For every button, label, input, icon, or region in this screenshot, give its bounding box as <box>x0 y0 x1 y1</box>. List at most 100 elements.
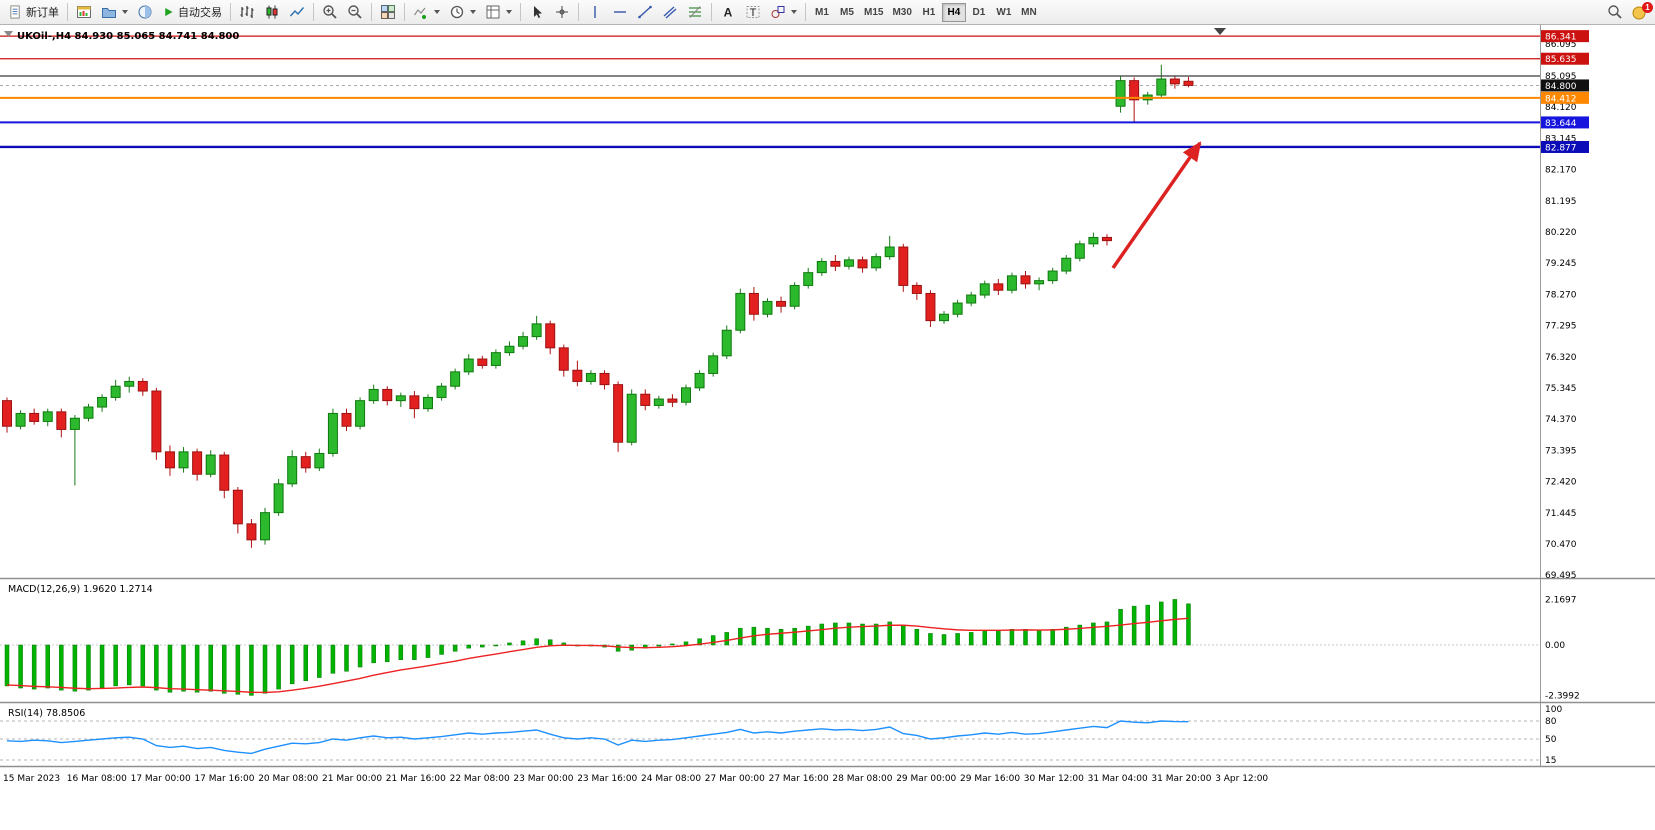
candle-down <box>776 300 787 307</box>
candle-up <box>939 313 950 322</box>
macd-histogram-bar <box>466 644 471 649</box>
candle-down <box>300 456 311 469</box>
macd-histogram-bar <box>317 644 322 678</box>
periods-caret-icon <box>470 10 476 14</box>
macd-histogram-bar <box>1023 629 1028 646</box>
profiles-caret-icon <box>122 10 128 14</box>
vertical-line-icon <box>587 4 603 20</box>
macd-histogram-bar <box>683 641 689 646</box>
timeframe-m1-button[interactable]: M1 <box>810 3 834 22</box>
candle-up <box>327 412 338 454</box>
candle-down <box>545 323 556 349</box>
timeframe-m15-button[interactable]: M15 <box>860 3 887 22</box>
macd-histogram-bar <box>1050 629 1055 646</box>
bar-chart-icon <box>239 4 255 20</box>
channel-tool-button[interactable] <box>658 2 682 23</box>
rsi-line <box>6 720 1189 755</box>
chart-shift-marker[interactable] <box>1214 28 1226 35</box>
candle-up <box>450 371 461 387</box>
price-line-badge-bg <box>1541 30 1589 43</box>
candle-down <box>477 358 488 366</box>
text-label-tool-button[interactable]: T <box>741 2 765 23</box>
templates-button[interactable] <box>481 2 516 23</box>
macd-histogram-bar <box>18 644 23 689</box>
candle-down <box>599 372 610 386</box>
zoom-in-button[interactable] <box>318 2 342 23</box>
new-order-button[interactable]: 新订单 <box>4 2 63 23</box>
fibonacci-tool-button[interactable] <box>683 2 707 23</box>
candle-up <box>653 398 664 406</box>
bar-chart-mode-button[interactable] <box>235 2 259 23</box>
zoom-in-icon <box>322 4 338 20</box>
candle-up <box>422 396 433 410</box>
shapes-tool-button[interactable] <box>766 2 801 23</box>
data-window-button[interactable] <box>133 2 157 23</box>
price-line-badge: 84.412 <box>1545 94 1577 104</box>
candle-up <box>178 451 189 469</box>
crosshair-tool-button[interactable] <box>550 2 574 23</box>
macd-histogram-bar <box>452 644 458 652</box>
zoom-out-button[interactable] <box>343 2 367 23</box>
trend-arrow-annotation[interactable] <box>1111 141 1202 269</box>
trendline-tool-button[interactable] <box>633 2 657 23</box>
candle-up <box>1088 236 1099 245</box>
macd-histogram-bar <box>330 644 336 674</box>
timeframe-m30-button[interactable]: M30 <box>888 3 915 22</box>
macd-histogram-bar <box>778 629 784 646</box>
macd-histogram-bar <box>914 629 920 646</box>
price-axis-label: 78.270 <box>1545 290 1577 300</box>
timeframe-m5-button[interactable]: M5 <box>835 3 859 22</box>
macd-signal-line <box>6 617 1189 694</box>
periods-button[interactable] <box>445 2 480 23</box>
macd-histogram-bar <box>154 644 159 691</box>
one-click-trading-toggle-icon[interactable] <box>4 31 13 37</box>
macd-histogram-bar <box>371 644 376 664</box>
vertical-line-tool-button[interactable] <box>583 2 607 23</box>
price-axis-label: 72.420 <box>1545 478 1577 488</box>
price-axis-label: 84.120 <box>1545 103 1577 113</box>
macd-histogram-bar <box>670 643 675 646</box>
candle-up <box>463 358 474 373</box>
chart-title: UKOil-,H4 84.930 85.065 84.741 84.800 <box>17 31 239 42</box>
notifications-button[interactable]: 1 <box>1627 1 1653 23</box>
search-button[interactable] <box>1603 2 1627 23</box>
trendline-icon <box>637 4 653 20</box>
candle-down <box>341 412 352 427</box>
candlestick-mode-button[interactable] <box>260 2 284 23</box>
macd-histogram-bar <box>846 622 852 646</box>
profiles-button[interactable] <box>97 2 132 23</box>
timeframe-h4-button[interactable]: H4 <box>941 2 966 22</box>
time-axis-label: 20 Mar 08:00 <box>258 774 318 784</box>
macd-histogram-bar <box>4 644 10 687</box>
price-axis-label: 77.295 <box>1545 322 1577 332</box>
macd-histogram-bar <box>697 638 702 646</box>
macd-histogram-bar <box>167 644 173 693</box>
shapes-icon <box>770 4 786 20</box>
candle-down <box>164 451 175 469</box>
tile-windows-button[interactable] <box>376 2 400 23</box>
timeframe-d1-button[interactable]: D1 <box>967 3 991 22</box>
macd-histogram-bar <box>235 644 241 695</box>
cursor-tool-button[interactable] <box>525 2 549 23</box>
indicators-button[interactable] <box>409 2 444 23</box>
macd-histogram-bar <box>507 642 512 646</box>
timeframe-mn-button[interactable]: MN <box>1017 3 1041 22</box>
timeframe-w1-button[interactable]: W1 <box>992 3 1016 22</box>
text-tool-button[interactable]: A <box>716 2 740 23</box>
horizontal-line-tool-button[interactable] <box>608 2 632 23</box>
timeframe-h1-button[interactable]: H1 <box>917 3 941 22</box>
auto-trading-icon <box>162 5 175 19</box>
macd-histogram-bar <box>126 644 132 686</box>
macd-histogram-bar <box>1091 622 1096 646</box>
candle-down <box>246 523 257 541</box>
new-chart-button[interactable] <box>72 2 96 23</box>
macd-histogram-bar <box>289 644 295 685</box>
time-axis-label: 29 Mar 00:00 <box>896 774 956 784</box>
macd-histogram-bar <box>520 640 526 646</box>
auto-trading-button[interactable]: 自动交易 <box>158 2 226 23</box>
line-chart-mode-button[interactable] <box>285 2 309 23</box>
macd-histogram-bar <box>45 644 50 689</box>
chart-canvas[interactable]: 86.095 85.095 84.120 83.145 82.170 81.195 80.2… <box>0 25 1655 830</box>
macd-axis-label: 0.00 <box>1545 641 1565 651</box>
time-axis-label: 23 Mar 00:00 <box>513 774 573 784</box>
